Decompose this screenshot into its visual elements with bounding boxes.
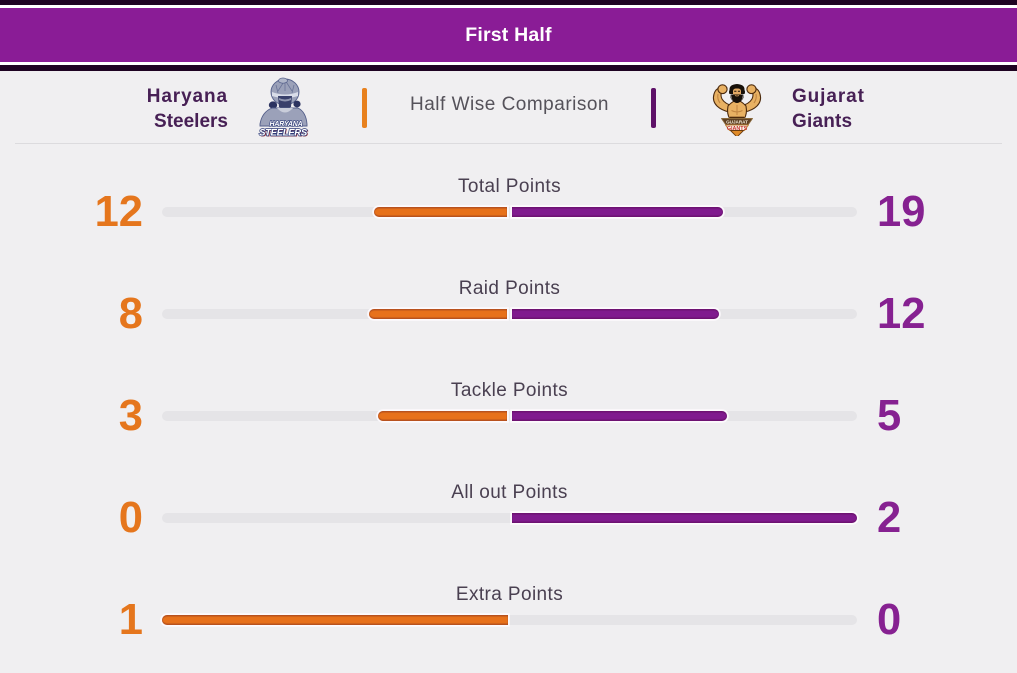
svg-text:GUJARAT: GUJARAT (726, 120, 748, 125)
svg-text:STEELERS: STEELERS (260, 128, 309, 137)
svg-text:GIANTS: GIANTS (727, 126, 748, 132)
svg-text:HARYANA: HARYANA (270, 121, 303, 128)
svg-text:STEELERS: STEELERS (259, 128, 308, 138)
